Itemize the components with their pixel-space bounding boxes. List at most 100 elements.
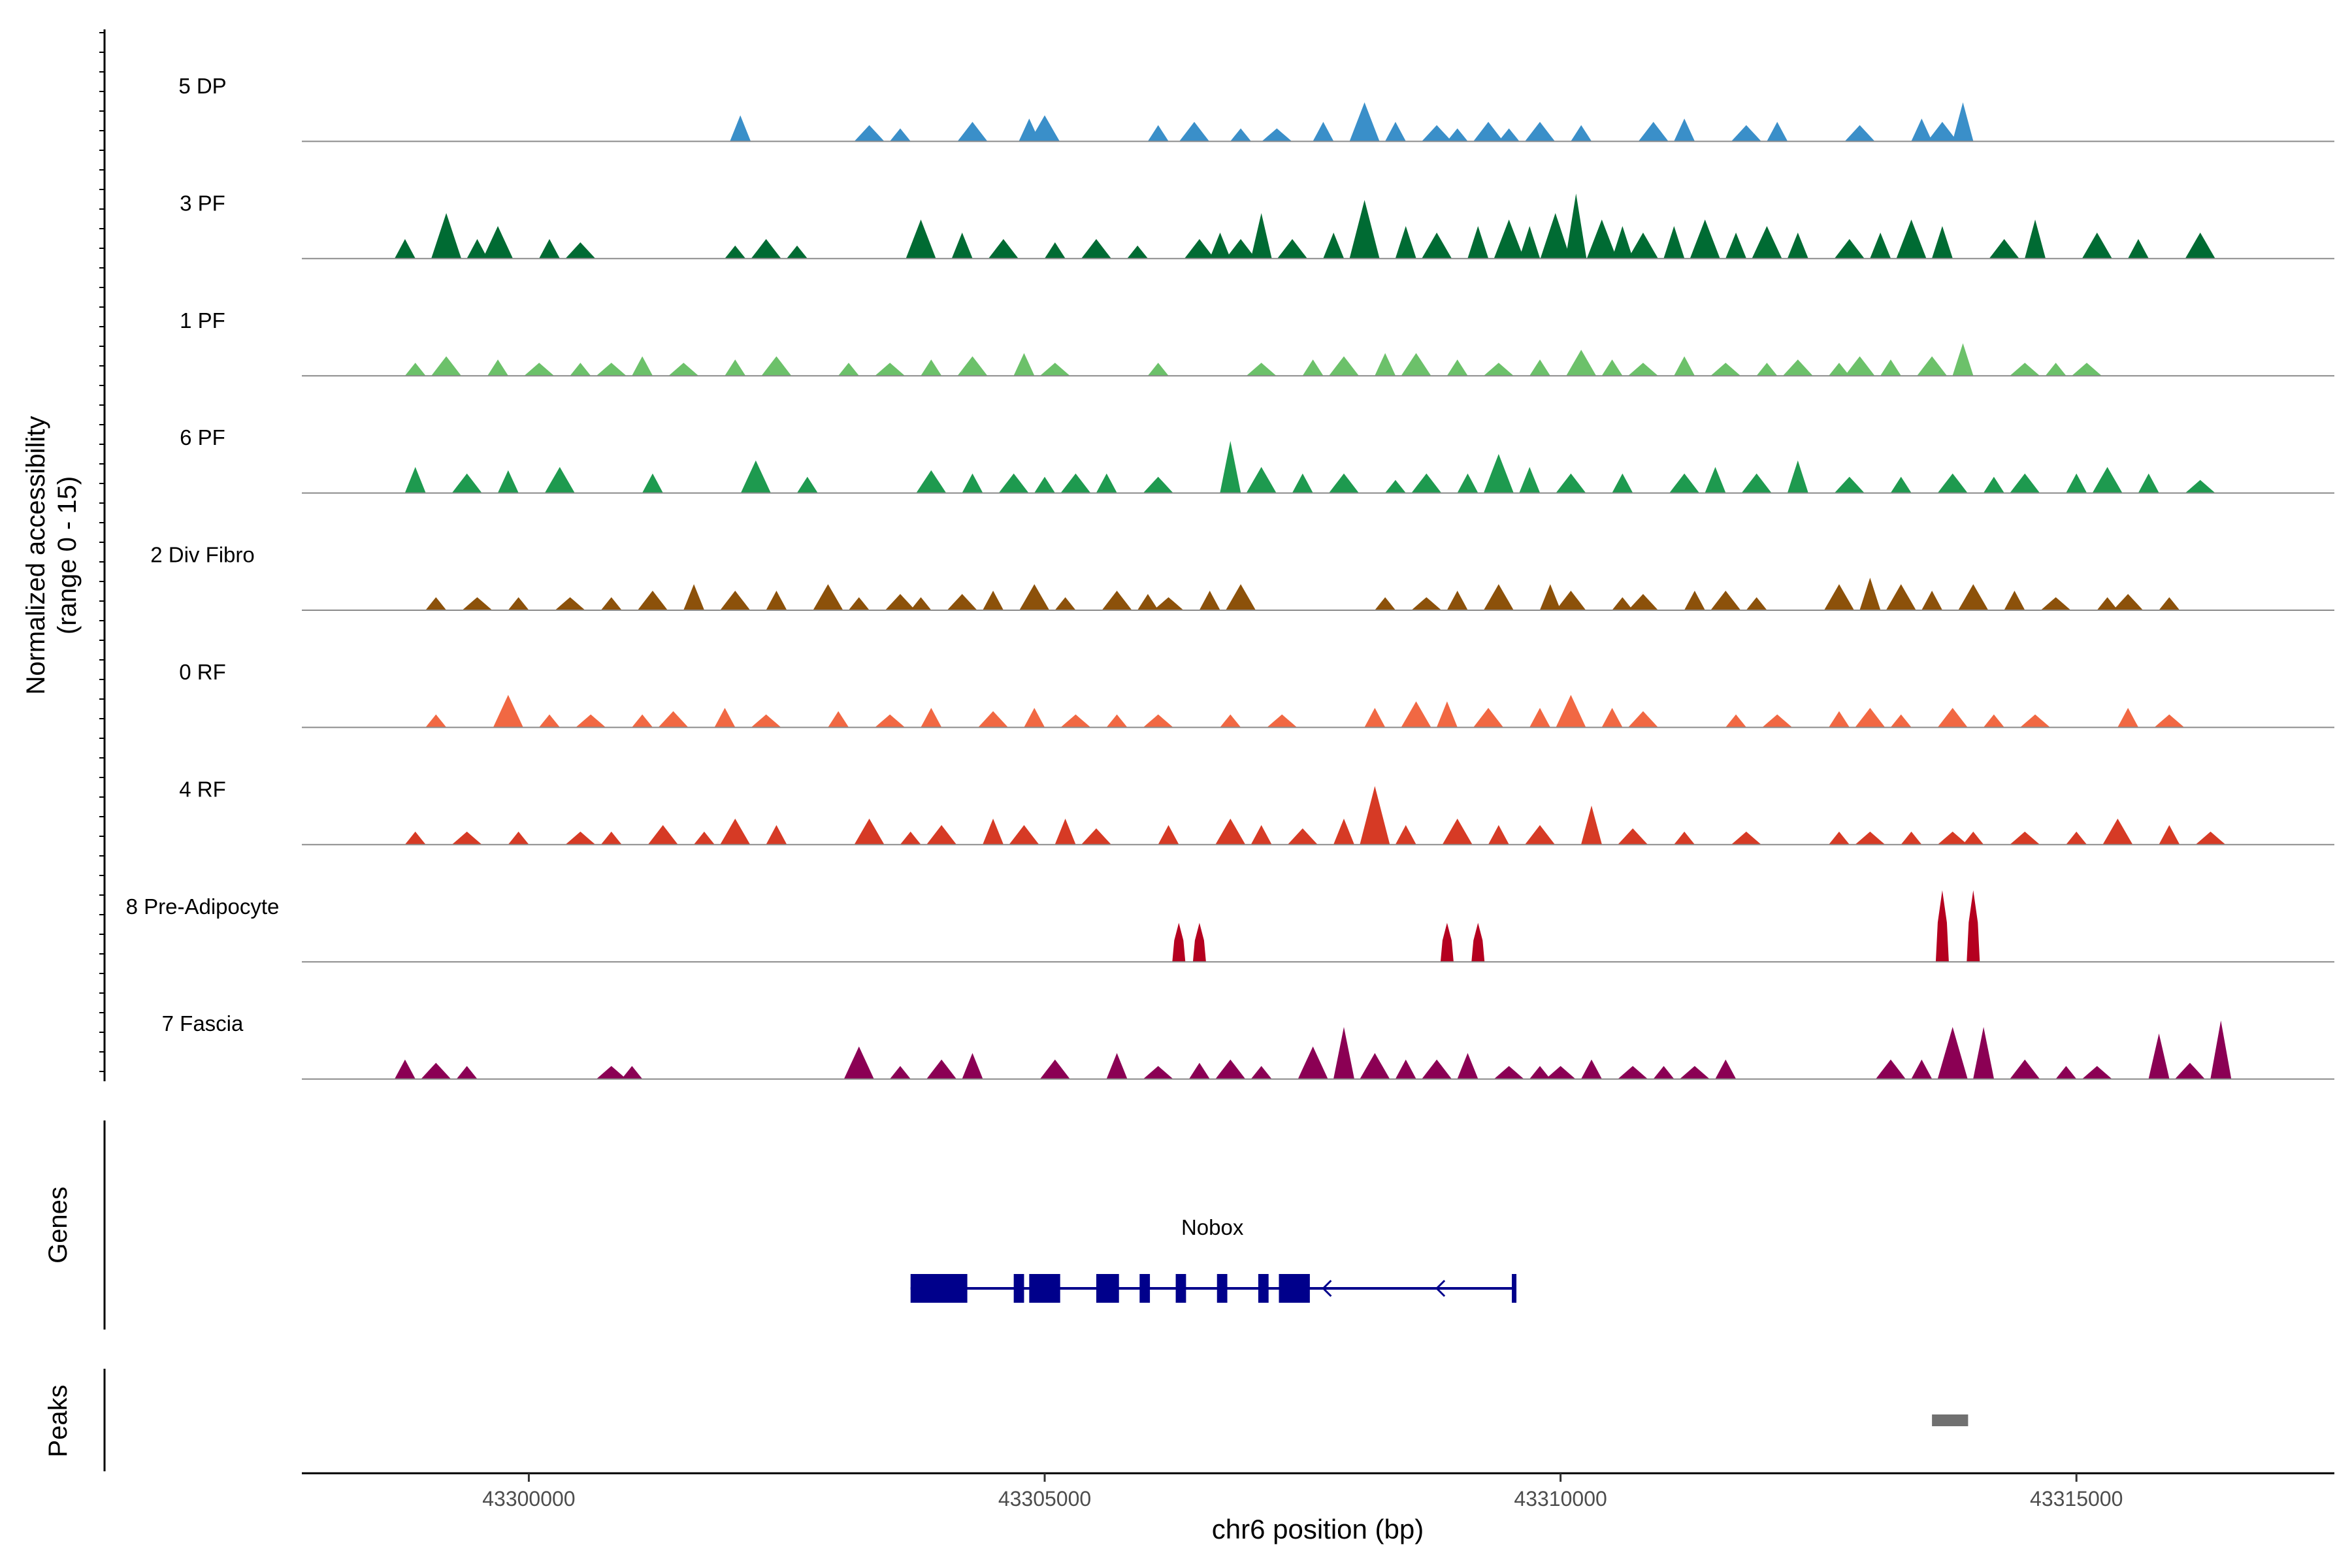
coverage-peak — [978, 711, 1009, 728]
coverage-peak — [1436, 701, 1458, 728]
coverage-peak — [1483, 584, 1514, 610]
coverage-peak — [451, 831, 482, 845]
coverage-peak — [1710, 363, 1741, 376]
coverage-peak — [693, 831, 715, 845]
coverage-peak — [854, 125, 885, 142]
coverage-peak — [2025, 220, 2046, 259]
coverage-peak — [544, 466, 575, 493]
coverage-peak — [1446, 128, 1468, 142]
coverage-peak — [1911, 1059, 1933, 1079]
coverage-peak — [1731, 831, 1761, 845]
coverage-peak — [761, 356, 792, 376]
coverage-peak — [1483, 363, 1514, 376]
coverage-peak — [885, 594, 915, 610]
coverage-peak — [1147, 125, 1169, 142]
coverage-peak — [1565, 193, 1587, 259]
coverage-peak — [875, 363, 906, 376]
coverage-peak — [1663, 226, 1685, 259]
coverage-peak — [431, 213, 462, 259]
coverage-peak — [1674, 118, 1695, 142]
coverage-peak — [1828, 711, 1850, 728]
coverage-peak — [1313, 122, 1334, 142]
gene-exon — [1258, 1274, 1269, 1303]
coverage-peak — [1618, 828, 1648, 845]
coverage-peak — [555, 597, 585, 610]
coverage-peak — [1267, 714, 1298, 728]
coverage-peak — [1215, 1059, 1246, 1079]
track-label: 5 DP — [178, 74, 226, 98]
genes-panel-label: Genes — [44, 1186, 73, 1264]
coverage-peak — [1226, 584, 1256, 610]
coverage-peak — [1457, 1053, 1478, 1079]
coverage-peak — [921, 359, 942, 376]
track-7-fascia: 7 Fascia — [162, 1011, 2334, 1080]
coverage-peak — [730, 115, 751, 142]
coverage-peak — [1890, 714, 1912, 728]
gene-exon — [1175, 1274, 1186, 1303]
coverage-peak — [2045, 363, 2066, 376]
coverage-peak — [1250, 825, 1272, 845]
coverage-peak — [1226, 238, 1256, 259]
coverage-peak — [539, 714, 561, 728]
x-axis-label: chr6 position (bp) — [1212, 1514, 1424, 1544]
coverage-peak — [421, 1062, 451, 1079]
coverage-peak — [1958, 584, 1989, 610]
coverage-peak — [2185, 232, 2215, 259]
coverage-peak — [1731, 125, 1761, 142]
coverage-peak — [854, 818, 885, 845]
coverage-peak — [596, 363, 627, 376]
coverage-peak — [1467, 226, 1489, 259]
coverage-peak — [2020, 714, 2051, 728]
coverage-peak — [1539, 584, 1561, 610]
coverage-peak — [1192, 923, 1206, 962]
coverage-peak — [983, 818, 1004, 845]
coverage-peak — [1292, 473, 1313, 493]
coverage-peak — [1545, 1066, 1576, 1079]
coverage-peak — [1215, 818, 1246, 845]
accessibility-tracks: 5 DP 3 PF 1 PF 6 PF 2 Div Fibro 0 RF 4 RF 8 Pre… — [126, 74, 2334, 1080]
coverage-peak — [1690, 220, 1720, 259]
coverage-peak — [1401, 701, 1431, 728]
coverage-peak — [1039, 363, 1070, 376]
coverage-peak — [1384, 122, 1406, 142]
coverage-peak — [1767, 122, 1788, 142]
coverage-peak — [462, 597, 493, 610]
coverage-peak — [1571, 125, 1592, 142]
coverage-peak — [1844, 356, 1875, 376]
coverage-peak — [766, 591, 787, 610]
coverage-peak — [1674, 356, 1695, 376]
coverage-peak — [1828, 831, 1850, 845]
coverage-y-ticks — [99, 32, 105, 1072]
coverage-peak — [889, 1066, 911, 1079]
track-label: 3 PF — [180, 191, 225, 215]
coverage-peak — [451, 473, 482, 493]
coverage-peak — [998, 473, 1029, 493]
coverage-peak — [2010, 1059, 2040, 1079]
track-5-dp: 5 DP — [178, 74, 2334, 142]
track-2-div-fibro: 2 Div Fibro — [150, 543, 2334, 611]
coverage-peak — [1935, 890, 1949, 962]
coverage-peak — [2004, 591, 2025, 610]
y-axis-label-range: (range 0 - 15) — [53, 476, 82, 634]
coverage-peak — [456, 1066, 478, 1079]
x-axis-ticks: 43300000 43305000 43310000 43315000 — [482, 1473, 2123, 1511]
coverage-peak — [1209, 232, 1231, 259]
coverage-peak — [1220, 440, 1241, 493]
coverage-peak — [394, 1059, 416, 1079]
coverage-peak — [1081, 238, 1111, 259]
coverage-peak — [2010, 831, 2040, 845]
coverage-peak — [889, 128, 911, 142]
coverage-peak — [957, 356, 988, 376]
coverage-peak — [2102, 818, 2133, 845]
coverage-peak — [1627, 232, 1658, 259]
coverage-peak — [1612, 473, 1633, 493]
coverage-peak — [1360, 786, 1390, 845]
coverage-peak — [1442, 818, 1473, 845]
coverage-peak — [720, 591, 751, 610]
coverage-peak — [1525, 825, 1556, 845]
coverage-peak — [2082, 232, 2112, 259]
coverage-peak — [524, 363, 555, 376]
coverage-peak — [1855, 831, 1886, 845]
coverage-peak — [1875, 1059, 1906, 1079]
coverage-peak — [1328, 473, 1359, 493]
